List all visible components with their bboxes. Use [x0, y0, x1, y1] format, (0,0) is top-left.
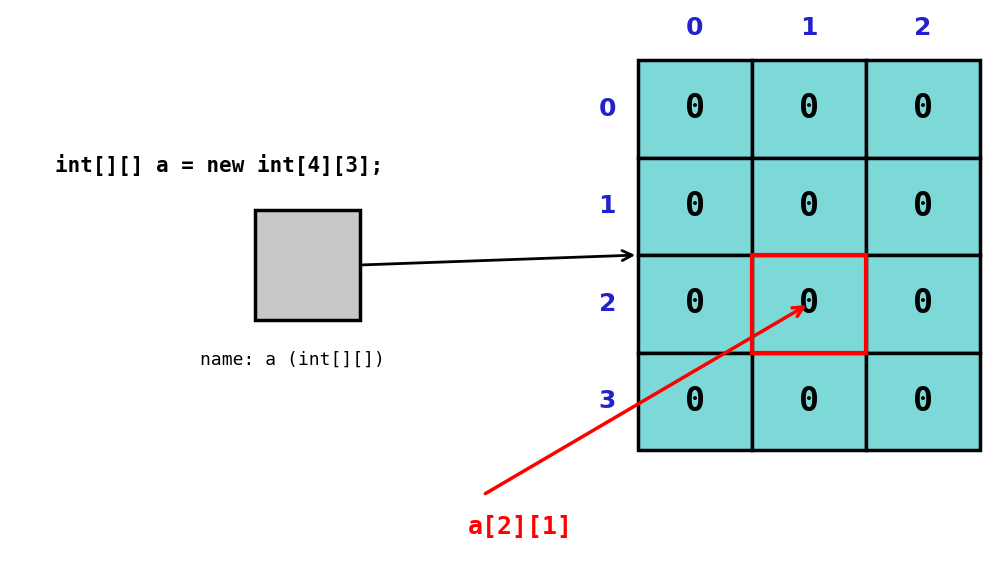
- Text: 0: 0: [913, 190, 933, 223]
- Bar: [638, 157, 752, 255]
- Text: 0: 0: [685, 288, 705, 320]
- Text: 0: 0: [686, 16, 703, 40]
- Text: name: a (int[][]): name: a (int[][]): [200, 351, 385, 369]
- Bar: [752, 255, 866, 353]
- Text: 1: 1: [801, 16, 818, 40]
- Text: 0: 0: [913, 92, 933, 125]
- Text: 0: 0: [598, 97, 616, 121]
- Text: 0: 0: [799, 288, 819, 320]
- Text: 0: 0: [799, 190, 819, 223]
- Bar: [866, 60, 980, 157]
- Bar: [638, 60, 752, 157]
- Bar: [638, 255, 752, 353]
- Text: 0: 0: [685, 92, 705, 125]
- Bar: [866, 157, 980, 255]
- Text: 2: 2: [598, 291, 616, 316]
- Bar: [866, 255, 980, 353]
- Text: 2: 2: [914, 16, 932, 40]
- Text: 0: 0: [913, 385, 933, 418]
- Text: a[2][1]: a[2][1]: [468, 515, 573, 539]
- Bar: [638, 353, 752, 450]
- Bar: [752, 60, 866, 157]
- Text: 3: 3: [598, 389, 616, 413]
- Bar: [752, 353, 866, 450]
- Text: 0: 0: [685, 190, 705, 223]
- Text: 0: 0: [913, 288, 933, 320]
- Text: 0: 0: [685, 385, 705, 418]
- Bar: [752, 255, 866, 353]
- Bar: [866, 353, 980, 450]
- Text: int[][] a = new int[4][3];: int[][] a = new int[4][3];: [55, 154, 383, 176]
- Bar: [752, 157, 866, 255]
- Bar: [255, 210, 360, 320]
- Text: 0: 0: [799, 92, 819, 125]
- Text: 1: 1: [598, 194, 616, 218]
- Text: 0: 0: [799, 385, 819, 418]
